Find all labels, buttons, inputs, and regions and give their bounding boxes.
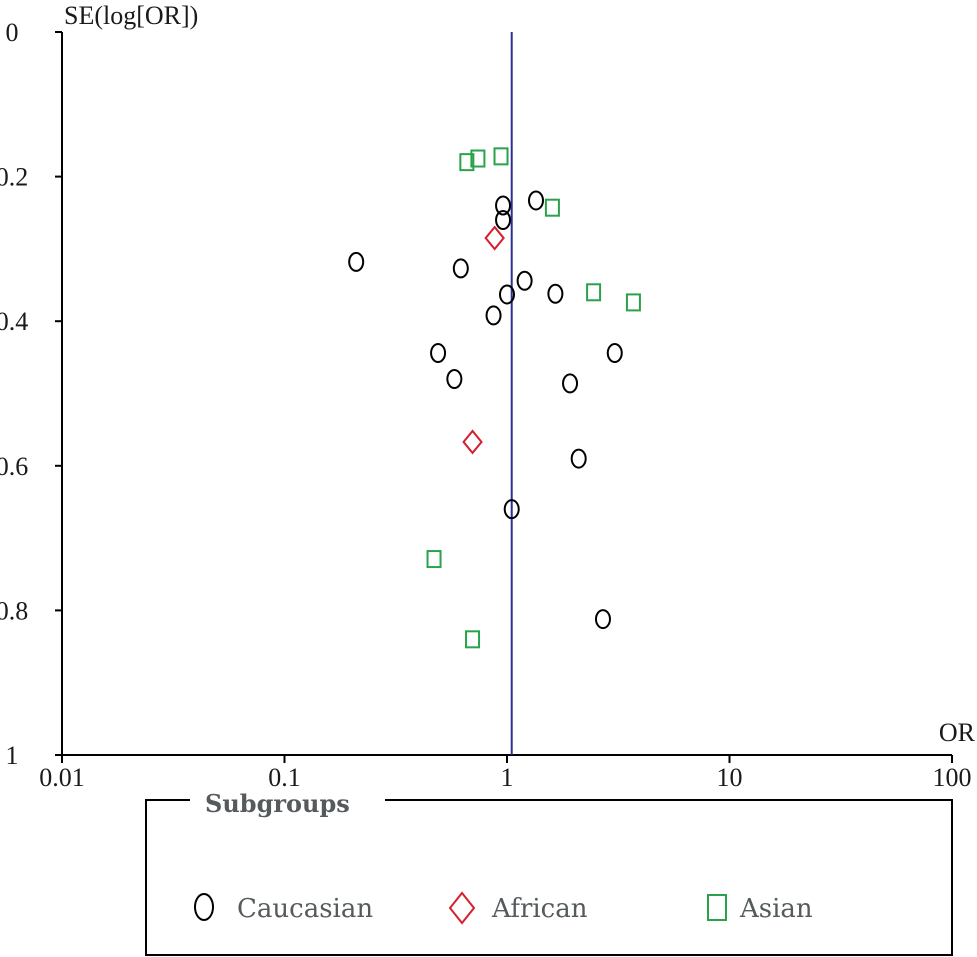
legend-caucasian-label: Caucasian xyxy=(237,894,373,924)
axes xyxy=(55,31,953,763)
caucasian-point xyxy=(452,258,469,279)
legend-border xyxy=(145,799,953,956)
caucasian-point xyxy=(562,373,579,394)
caucasian-point xyxy=(495,195,512,216)
asian-point xyxy=(459,153,475,172)
caucasian-point xyxy=(503,499,520,520)
axis-labels: 0 0.2 0.4 0.6 0.8 1 0.01 0.1 1 10 100 SE(log[OR]) OR xyxy=(0,1,976,792)
asian-point xyxy=(493,147,509,166)
legend-african-label: African xyxy=(491,894,588,924)
x-tick-label: 0.1 xyxy=(268,763,301,792)
caucasian-point xyxy=(547,283,564,304)
asian-point xyxy=(625,293,641,312)
asian-point xyxy=(465,630,481,649)
caucasian-point xyxy=(606,343,623,364)
x-tick-label: 0.01 xyxy=(39,763,85,792)
caucasian-point xyxy=(485,305,502,326)
y-tick-label: 0 xyxy=(6,18,19,47)
legend-asian-label: Asian xyxy=(739,894,813,924)
asian-point xyxy=(586,283,602,302)
x-tick-label: 10 xyxy=(717,763,743,792)
african-point xyxy=(462,429,483,455)
x-tick-label: 1 xyxy=(501,763,514,792)
legend: Subgroups Caucasian African Asian xyxy=(145,789,953,956)
legend-title: Subgroups xyxy=(205,789,350,818)
data-points xyxy=(348,147,641,649)
y-tick-label: 0.2 xyxy=(0,163,28,192)
y-axis-title: SE(log[OR]) xyxy=(64,1,198,30)
x-axis-title: OR xyxy=(939,718,976,747)
african-point xyxy=(484,225,505,251)
caucasian-point xyxy=(499,284,515,305)
caucasian-point xyxy=(348,251,365,272)
legend-african-icon xyxy=(448,891,476,925)
legend-asian-icon xyxy=(707,894,727,921)
y-tick-label: 0.8 xyxy=(0,596,28,625)
caucasian-point xyxy=(570,448,587,469)
asian-point xyxy=(544,198,560,217)
caucasian-point xyxy=(527,190,544,211)
caucasian-point xyxy=(430,343,447,364)
y-tick-label: 0.4 xyxy=(0,307,28,336)
y-tick-label: 0.6 xyxy=(0,452,28,481)
asian-point xyxy=(470,149,486,168)
asian-point xyxy=(426,550,442,569)
caucasian-point xyxy=(594,609,611,630)
x-tick-label: 100 xyxy=(933,763,972,792)
legend-caucasian-icon xyxy=(194,893,214,921)
caucasian-point xyxy=(446,369,463,390)
caucasian-point xyxy=(495,209,512,230)
y-tick-label: 1 xyxy=(6,741,19,770)
caucasian-point xyxy=(516,270,533,291)
